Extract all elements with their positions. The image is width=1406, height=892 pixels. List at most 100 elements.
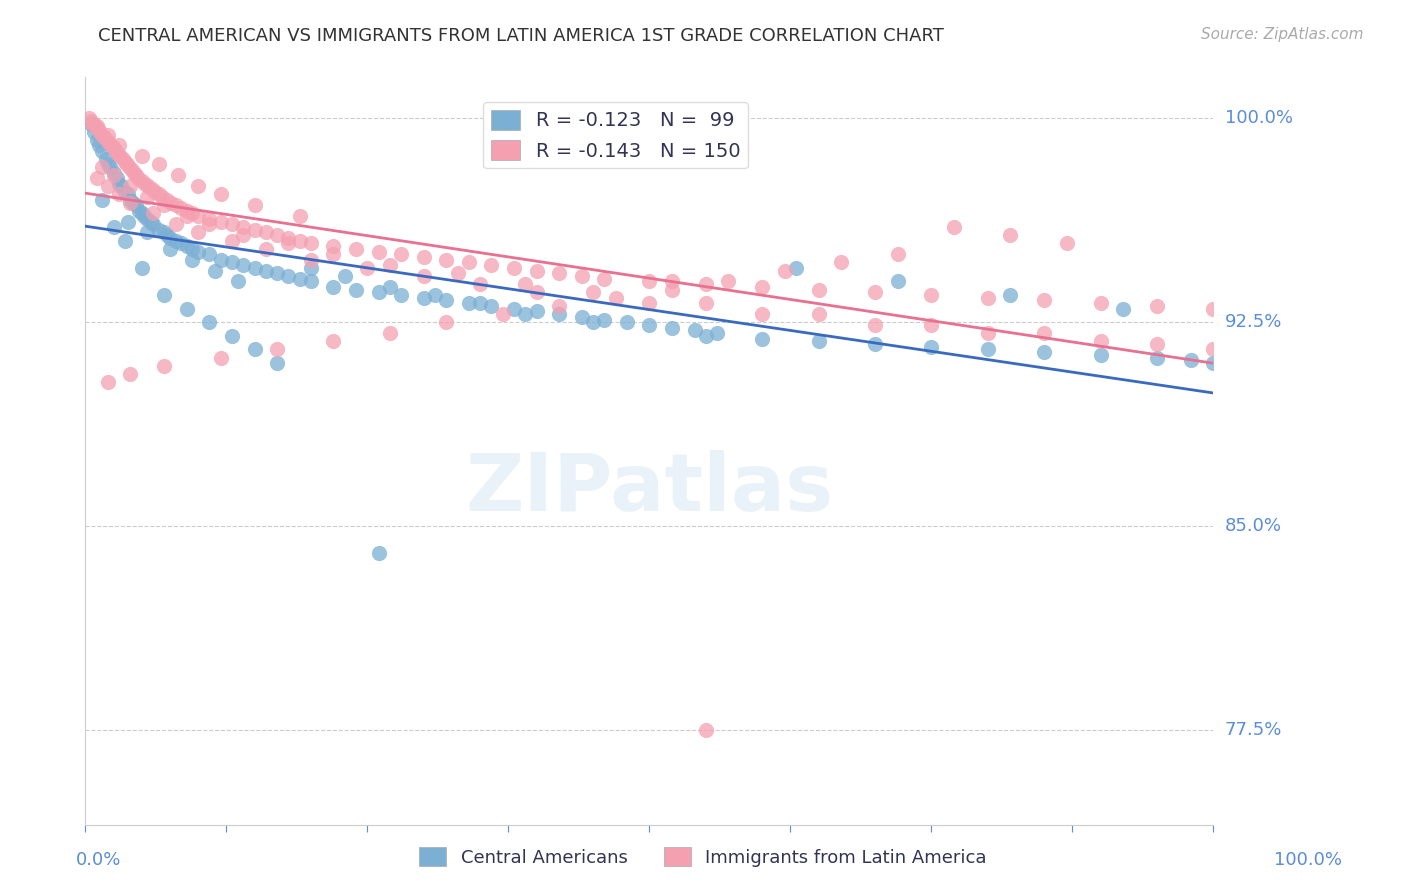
Point xyxy=(457,296,479,310)
Point xyxy=(148,157,170,171)
Point xyxy=(1146,299,1168,313)
Point xyxy=(457,255,479,269)
Point xyxy=(863,318,886,332)
Point xyxy=(114,185,136,199)
Point xyxy=(91,144,114,158)
Point xyxy=(181,252,204,267)
Point xyxy=(86,122,108,136)
Text: Source: ZipAtlas.com: Source: ZipAtlas.com xyxy=(1201,27,1364,42)
Text: 100.0%: 100.0% xyxy=(1225,109,1292,128)
Point xyxy=(97,128,120,142)
Point xyxy=(131,149,153,163)
Point xyxy=(470,277,492,292)
Point xyxy=(526,263,548,277)
Point xyxy=(1146,337,1168,351)
Point xyxy=(128,203,150,218)
Point xyxy=(288,234,311,248)
Point xyxy=(773,263,796,277)
Point xyxy=(120,195,142,210)
Point xyxy=(108,138,131,153)
Point xyxy=(155,228,177,243)
Point xyxy=(886,247,908,261)
Point xyxy=(232,220,254,235)
Point xyxy=(423,288,446,302)
Point xyxy=(863,285,886,300)
Point xyxy=(141,182,163,196)
Point xyxy=(481,299,503,313)
Point xyxy=(142,217,165,231)
Point xyxy=(254,226,277,240)
Point xyxy=(695,723,717,738)
Point xyxy=(863,337,886,351)
Point xyxy=(1202,356,1225,370)
Text: 100.0%: 100.0% xyxy=(1274,851,1341,869)
Point xyxy=(1202,343,1225,357)
Point xyxy=(322,334,344,349)
Point xyxy=(751,332,773,346)
Point xyxy=(107,146,129,161)
Point xyxy=(176,301,198,316)
Point xyxy=(299,252,322,267)
Point xyxy=(160,195,183,210)
Point xyxy=(86,171,108,186)
Point xyxy=(830,255,852,269)
Point xyxy=(127,171,149,186)
Point xyxy=(166,169,188,183)
Point xyxy=(204,263,226,277)
Point xyxy=(165,234,187,248)
Point xyxy=(159,231,181,245)
Point xyxy=(209,187,232,202)
Point xyxy=(108,177,131,191)
Point xyxy=(181,206,204,220)
Point xyxy=(131,260,153,275)
Point xyxy=(503,301,526,316)
Point xyxy=(80,117,103,131)
Point xyxy=(87,138,110,153)
Point xyxy=(367,285,389,300)
Point xyxy=(695,329,717,343)
Point xyxy=(378,258,401,272)
Point xyxy=(97,375,120,389)
Point xyxy=(920,340,942,354)
Point xyxy=(131,206,153,220)
Point xyxy=(89,125,111,139)
Point xyxy=(920,288,942,302)
Point xyxy=(571,310,593,324)
Point xyxy=(139,214,162,228)
Point xyxy=(91,128,114,142)
Point xyxy=(367,244,389,259)
Point xyxy=(434,293,457,308)
Point xyxy=(117,214,139,228)
Point xyxy=(148,223,170,237)
Point xyxy=(322,247,344,261)
Point xyxy=(118,160,141,174)
Point xyxy=(187,209,209,223)
Point xyxy=(1033,293,1056,308)
Text: CENTRAL AMERICAN VS IMMIGRANTS FROM LATIN AMERICA 1ST GRADE CORRELATION CHART: CENTRAL AMERICAN VS IMMIGRANTS FROM LATI… xyxy=(98,27,945,45)
Point xyxy=(254,263,277,277)
Point xyxy=(683,323,706,337)
Point xyxy=(470,296,492,310)
Point xyxy=(243,343,266,357)
Point xyxy=(288,271,311,285)
Point xyxy=(198,315,221,329)
Point xyxy=(243,223,266,237)
Point xyxy=(582,315,605,329)
Point xyxy=(344,242,367,256)
Point xyxy=(94,152,117,166)
Text: 0.0%: 0.0% xyxy=(76,851,121,869)
Point xyxy=(1146,351,1168,365)
Point xyxy=(695,296,717,310)
Point xyxy=(977,291,1000,305)
Point xyxy=(661,283,683,297)
Point xyxy=(120,179,142,194)
Point xyxy=(110,179,132,194)
Point xyxy=(638,275,661,289)
Point xyxy=(143,185,166,199)
Point xyxy=(751,280,773,294)
Point xyxy=(82,117,104,131)
Point xyxy=(412,291,434,305)
Point xyxy=(322,280,344,294)
Point xyxy=(148,187,170,202)
Point xyxy=(86,120,108,134)
